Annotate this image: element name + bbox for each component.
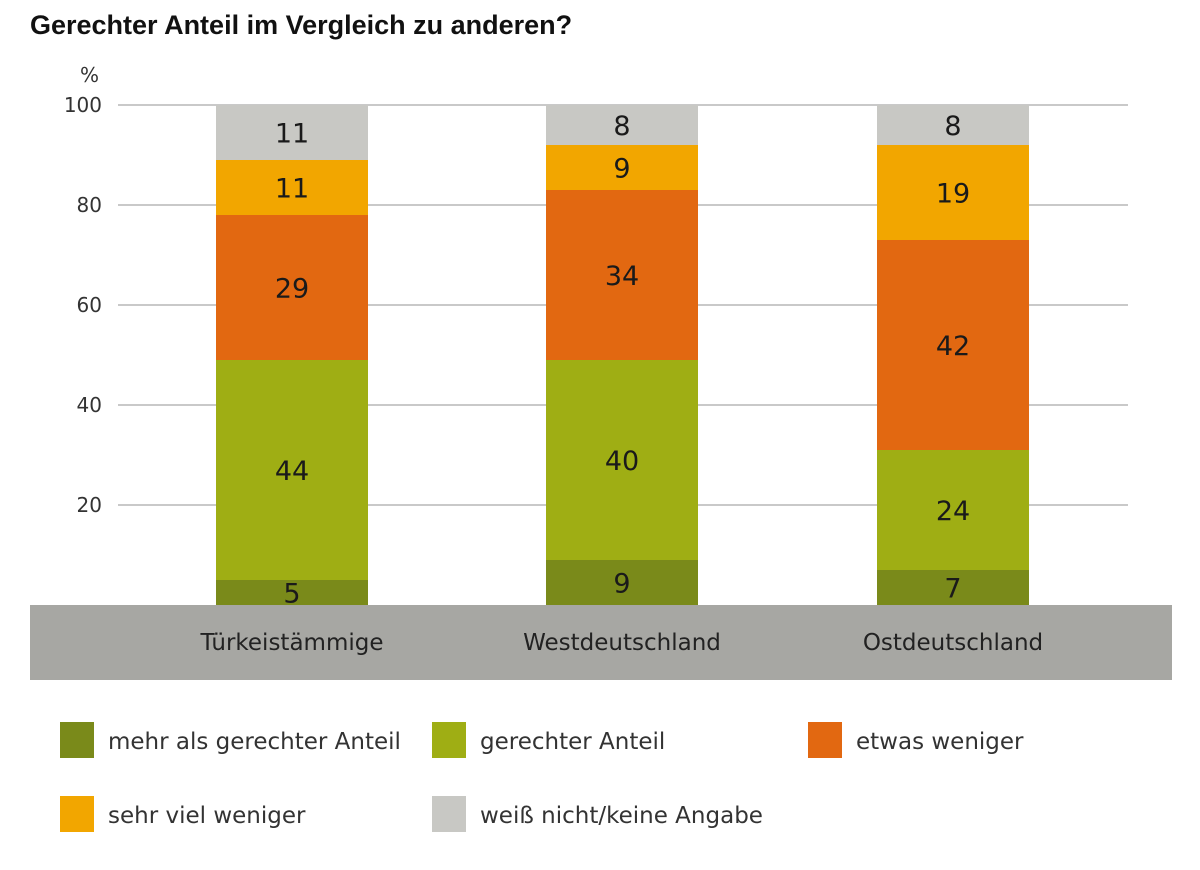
data-label: 11 <box>275 119 309 150</box>
bar-segment <box>216 360 368 580</box>
data-label: 9 <box>613 154 630 185</box>
bar-segment <box>546 360 698 560</box>
y-tick-label: 60 <box>77 293 102 317</box>
category-band <box>30 605 1172 680</box>
data-label: 5 <box>283 579 300 610</box>
y-tick-label: 100 <box>64 93 102 117</box>
legend: mehr als gerechter Anteil gerechter Antei… <box>60 722 1024 832</box>
legend-label: etwas weniger <box>856 729 1024 755</box>
legend-swatch <box>432 722 466 758</box>
bar-segment <box>216 105 368 160</box>
y-tick-label: 20 <box>77 493 102 517</box>
data-label: 7 <box>944 574 961 605</box>
bar-segment <box>546 190 698 360</box>
bar-segment <box>216 160 368 215</box>
bar-segment <box>877 240 1029 450</box>
bar-segment <box>546 560 698 605</box>
y-axis-ticks: 20 40 60 80 100 <box>64 93 102 517</box>
chart-title: Gerechter Anteil im Vergleich zu anderen… <box>30 10 573 40</box>
x-category-label: Ostdeutschland <box>863 630 1043 656</box>
bar-segment <box>877 570 1029 605</box>
category-labels: Türkeistämmige Westdeutschland Ostdeutschl… <box>199 630 1043 656</box>
bar-segment <box>216 580 368 605</box>
data-label: 34 <box>605 261 639 292</box>
bar-segment <box>877 105 1029 145</box>
bar-segment <box>546 145 698 190</box>
bars: 5 44 29 11 11 9 40 34 9 8 7 24 42 19 8 <box>216 105 1029 610</box>
bar-segment <box>877 145 1029 240</box>
bar-segment <box>216 215 368 360</box>
y-axis-unit-label: % <box>80 63 99 87</box>
bar-segment <box>877 450 1029 570</box>
data-label: 29 <box>275 274 309 305</box>
data-label: 19 <box>936 179 970 210</box>
data-label: 40 <box>605 446 639 477</box>
legend-label: mehr als gerechter Anteil <box>108 729 401 755</box>
data-label: 42 <box>936 331 970 362</box>
data-label: 8 <box>944 111 961 142</box>
legend-swatch <box>60 722 94 758</box>
data-label: 8 <box>613 111 630 142</box>
data-label: 9 <box>613 569 630 600</box>
bar-segment <box>546 105 698 145</box>
legend-swatch <box>808 722 842 758</box>
data-label: 24 <box>936 496 970 527</box>
x-category-label: Westdeutschland <box>523 630 721 656</box>
legend-swatch <box>432 796 466 832</box>
legend-label: gerechter Anteil <box>480 729 665 755</box>
y-tick-label: 80 <box>77 193 102 217</box>
legend-swatch <box>60 796 94 832</box>
legend-label: weiß nicht/keine Angabe <box>480 803 763 829</box>
legend-label: sehr viel weniger <box>108 803 306 829</box>
data-label: 11 <box>275 174 309 205</box>
x-category-label: Türkeistämmige <box>199 630 383 656</box>
data-label: 44 <box>275 456 309 487</box>
y-tick-label: 40 <box>77 393 102 417</box>
